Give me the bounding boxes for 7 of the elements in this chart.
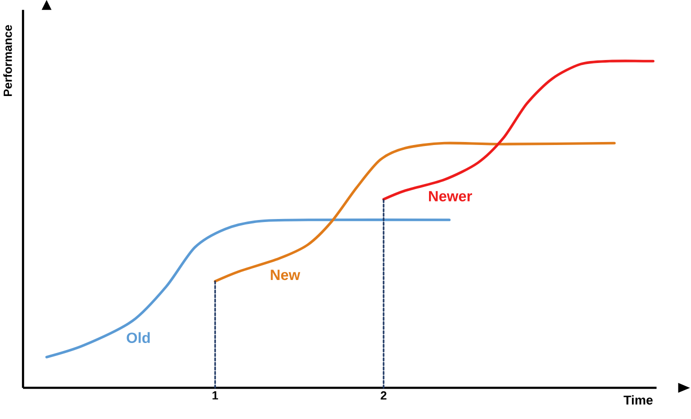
y-axis-title: Performance bbox=[3, 24, 12, 96]
series-label: Newer bbox=[429, 190, 472, 202]
x-tick-label: 1 bbox=[212, 391, 218, 400]
series-label: Old bbox=[126, 332, 150, 343]
x-axis-title: Time bbox=[624, 395, 653, 404]
series-label: New bbox=[270, 270, 300, 280]
x-tick-label: 2 bbox=[380, 391, 386, 400]
